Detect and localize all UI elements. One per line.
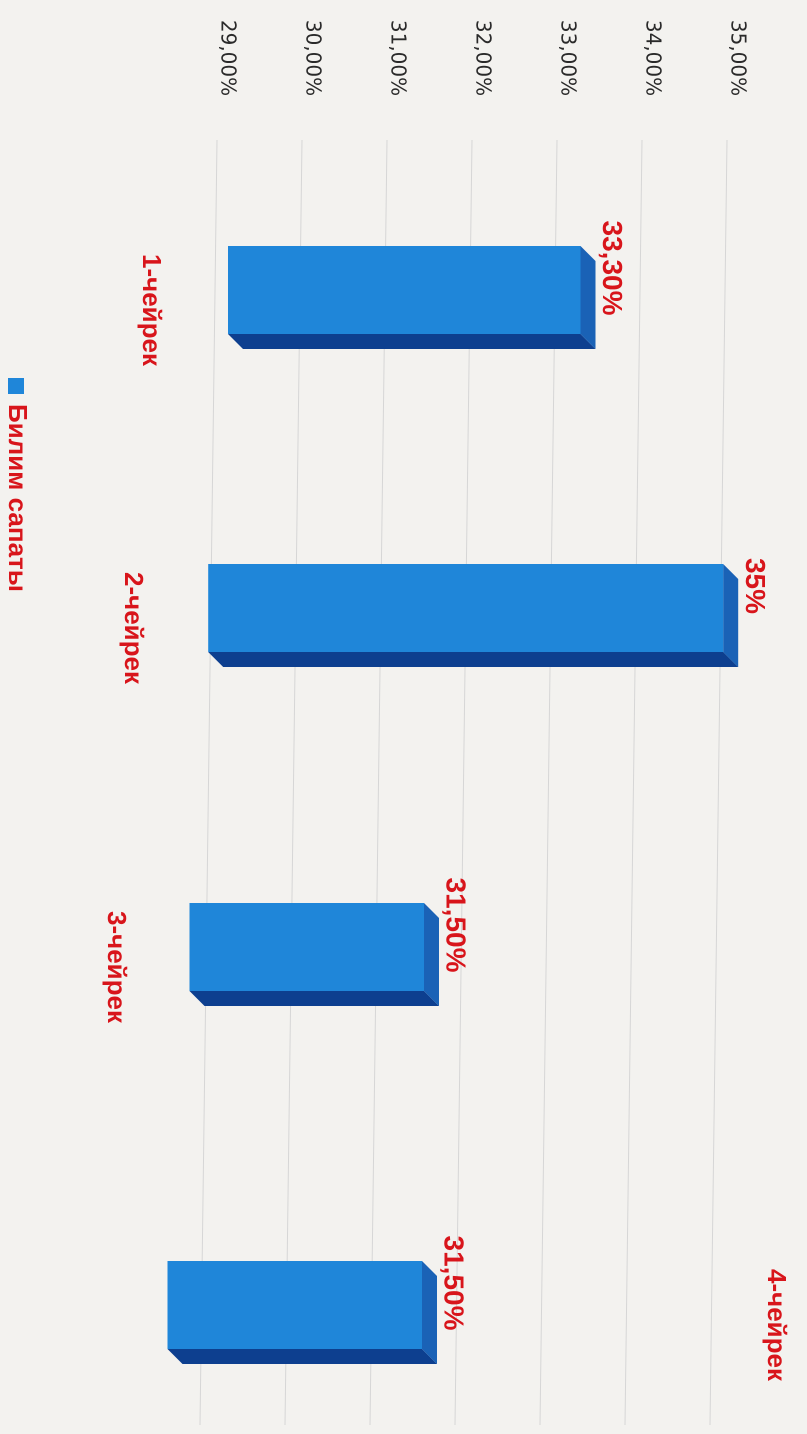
gridline [199,139,218,1426]
bar-bottom-face [167,1349,437,1364]
bar-end-face [580,246,596,349]
bar-bottom-face [208,652,739,667]
data-label: 31,50% [439,1236,470,1331]
bar [228,246,581,334]
data-label: 31,50% [441,878,472,973]
legend-swatch [8,378,24,394]
tick-label: 32,00% [472,20,496,96]
gridline [284,139,303,1426]
bar-end-face [424,903,439,1006]
gridline [454,139,473,1426]
tick-label: 33,00% [557,20,581,96]
bar [167,1261,422,1349]
gridline [539,139,558,1426]
bar-bottom-face [228,334,596,349]
bar-bottom-face [189,991,439,1006]
bar [189,903,424,991]
category-label: 1-чейрек [137,254,167,367]
legend-label: Билим сапаты [3,404,33,592]
category-label: 3-чейрек [102,911,132,1024]
tick-label: 35,00% [727,20,751,96]
bar-end-face [422,1261,437,1364]
tick-label: 31,00% [387,20,411,96]
gridline [369,139,388,1426]
category-label: 2-чейрек [119,572,149,685]
tick-label: 29,00% [217,20,241,96]
gridline [709,139,728,1426]
bar-end-face [723,564,739,667]
category-label: 4-чейрек [762,1269,792,1382]
data-label: 35% [740,558,771,614]
data-label: 33,30% [597,221,628,316]
gridline [624,139,643,1426]
bar [208,564,724,652]
tick-label: 30,00% [302,20,326,96]
tick-label: 34,00% [642,20,666,96]
